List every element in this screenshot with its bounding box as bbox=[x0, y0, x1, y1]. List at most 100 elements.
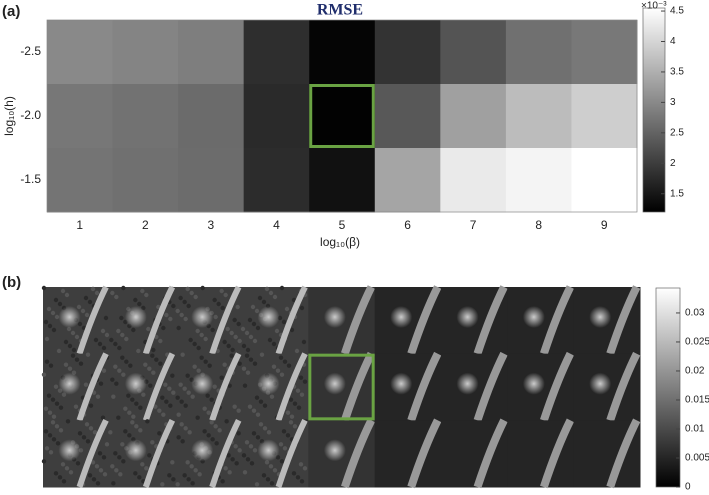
y-tick-label: -1.5 bbox=[20, 172, 41, 186]
texture bbox=[126, 393, 131, 398]
texture bbox=[128, 363, 133, 368]
texture bbox=[121, 372, 126, 377]
texture bbox=[94, 464, 100, 469]
panel-label: (b) bbox=[2, 274, 21, 291]
texture bbox=[187, 430, 192, 435]
texture bbox=[144, 292, 149, 298]
nodule bbox=[456, 372, 479, 395]
texture bbox=[264, 286, 270, 292]
texture bbox=[147, 366, 152, 371]
texture bbox=[258, 399, 264, 404]
texture bbox=[241, 343, 247, 349]
x-axis-label: log₁₀(β) bbox=[320, 235, 360, 249]
texture bbox=[120, 442, 125, 447]
texture bbox=[237, 338, 242, 344]
texture bbox=[285, 410, 291, 415]
texture bbox=[95, 481, 101, 486]
colorbar-tick-label: 0.005 bbox=[685, 453, 709, 464]
texture bbox=[236, 431, 241, 436]
vessel-edge bbox=[142, 418, 176, 488]
texture bbox=[47, 433, 53, 438]
x-tick-label: 2 bbox=[142, 218, 149, 232]
texture bbox=[64, 292, 70, 298]
texture bbox=[176, 435, 181, 440]
texture bbox=[251, 321, 257, 327]
texture bbox=[289, 414, 295, 419]
texture bbox=[54, 401, 60, 406]
texture bbox=[269, 481, 275, 486]
texture bbox=[74, 357, 80, 362]
texture bbox=[183, 316, 188, 322]
texture bbox=[170, 460, 175, 465]
texture bbox=[137, 475, 142, 480]
vessel-edge bbox=[473, 351, 508, 422]
texture bbox=[131, 414, 136, 419]
texture bbox=[119, 315, 124, 321]
texture bbox=[171, 477, 176, 482]
texture bbox=[127, 410, 132, 415]
texture bbox=[213, 314, 218, 320]
texture bbox=[70, 353, 76, 358]
texture bbox=[164, 399, 169, 404]
nodule bbox=[124, 372, 147, 395]
x-tick-label: 4 bbox=[273, 218, 280, 232]
texture bbox=[77, 321, 83, 327]
nodule bbox=[58, 439, 81, 462]
texture bbox=[232, 404, 237, 409]
texture bbox=[85, 439, 91, 444]
texture bbox=[41, 285, 47, 291]
texture bbox=[241, 366, 247, 371]
texture bbox=[161, 412, 166, 417]
texture bbox=[272, 468, 278, 473]
texture bbox=[163, 382, 168, 387]
texture bbox=[279, 372, 285, 377]
texture bbox=[95, 394, 101, 399]
texture bbox=[214, 441, 219, 446]
texture bbox=[275, 368, 281, 373]
colorbar-tick-label: 0.01 bbox=[685, 424, 705, 435]
texture bbox=[284, 306, 290, 312]
texture bbox=[91, 390, 97, 395]
vessel-edge bbox=[606, 285, 641, 355]
texture bbox=[130, 397, 135, 402]
texture bbox=[85, 352, 91, 357]
texture bbox=[247, 317, 253, 323]
texture bbox=[64, 466, 70, 471]
heatmap-cell bbox=[47, 148, 114, 213]
texture bbox=[244, 330, 250, 336]
texture bbox=[295, 475, 301, 480]
texture bbox=[241, 453, 247, 458]
texture bbox=[141, 392, 146, 397]
texture bbox=[220, 305, 225, 311]
texture bbox=[151, 347, 156, 353]
texture bbox=[51, 437, 57, 442]
texture bbox=[54, 314, 60, 320]
texture bbox=[78, 361, 84, 366]
texture bbox=[140, 288, 145, 294]
texture bbox=[44, 446, 50, 451]
vessel-edge bbox=[142, 352, 176, 422]
texture bbox=[219, 375, 224, 380]
texture bbox=[168, 316, 173, 322]
texture bbox=[230, 457, 235, 462]
heatmap-cell bbox=[571, 84, 638, 149]
vessel-edge bbox=[341, 285, 375, 355]
texture bbox=[70, 330, 76, 336]
vessel-edge bbox=[606, 351, 641, 422]
nodule bbox=[191, 306, 214, 328]
colorbar-tick-label: 2 bbox=[670, 158, 676, 169]
y-tick-label: -2.0 bbox=[20, 108, 41, 122]
vessel-edge bbox=[473, 285, 508, 355]
texture bbox=[100, 415, 106, 420]
texture bbox=[158, 338, 163, 344]
texture bbox=[203, 359, 208, 364]
texture bbox=[43, 319, 49, 325]
vessel-edge bbox=[473, 418, 508, 489]
texture bbox=[123, 406, 128, 411]
texture bbox=[223, 292, 228, 298]
texture bbox=[84, 312, 90, 318]
vessel-edge bbox=[209, 285, 242, 355]
texture bbox=[116, 415, 121, 420]
texture bbox=[274, 328, 280, 334]
